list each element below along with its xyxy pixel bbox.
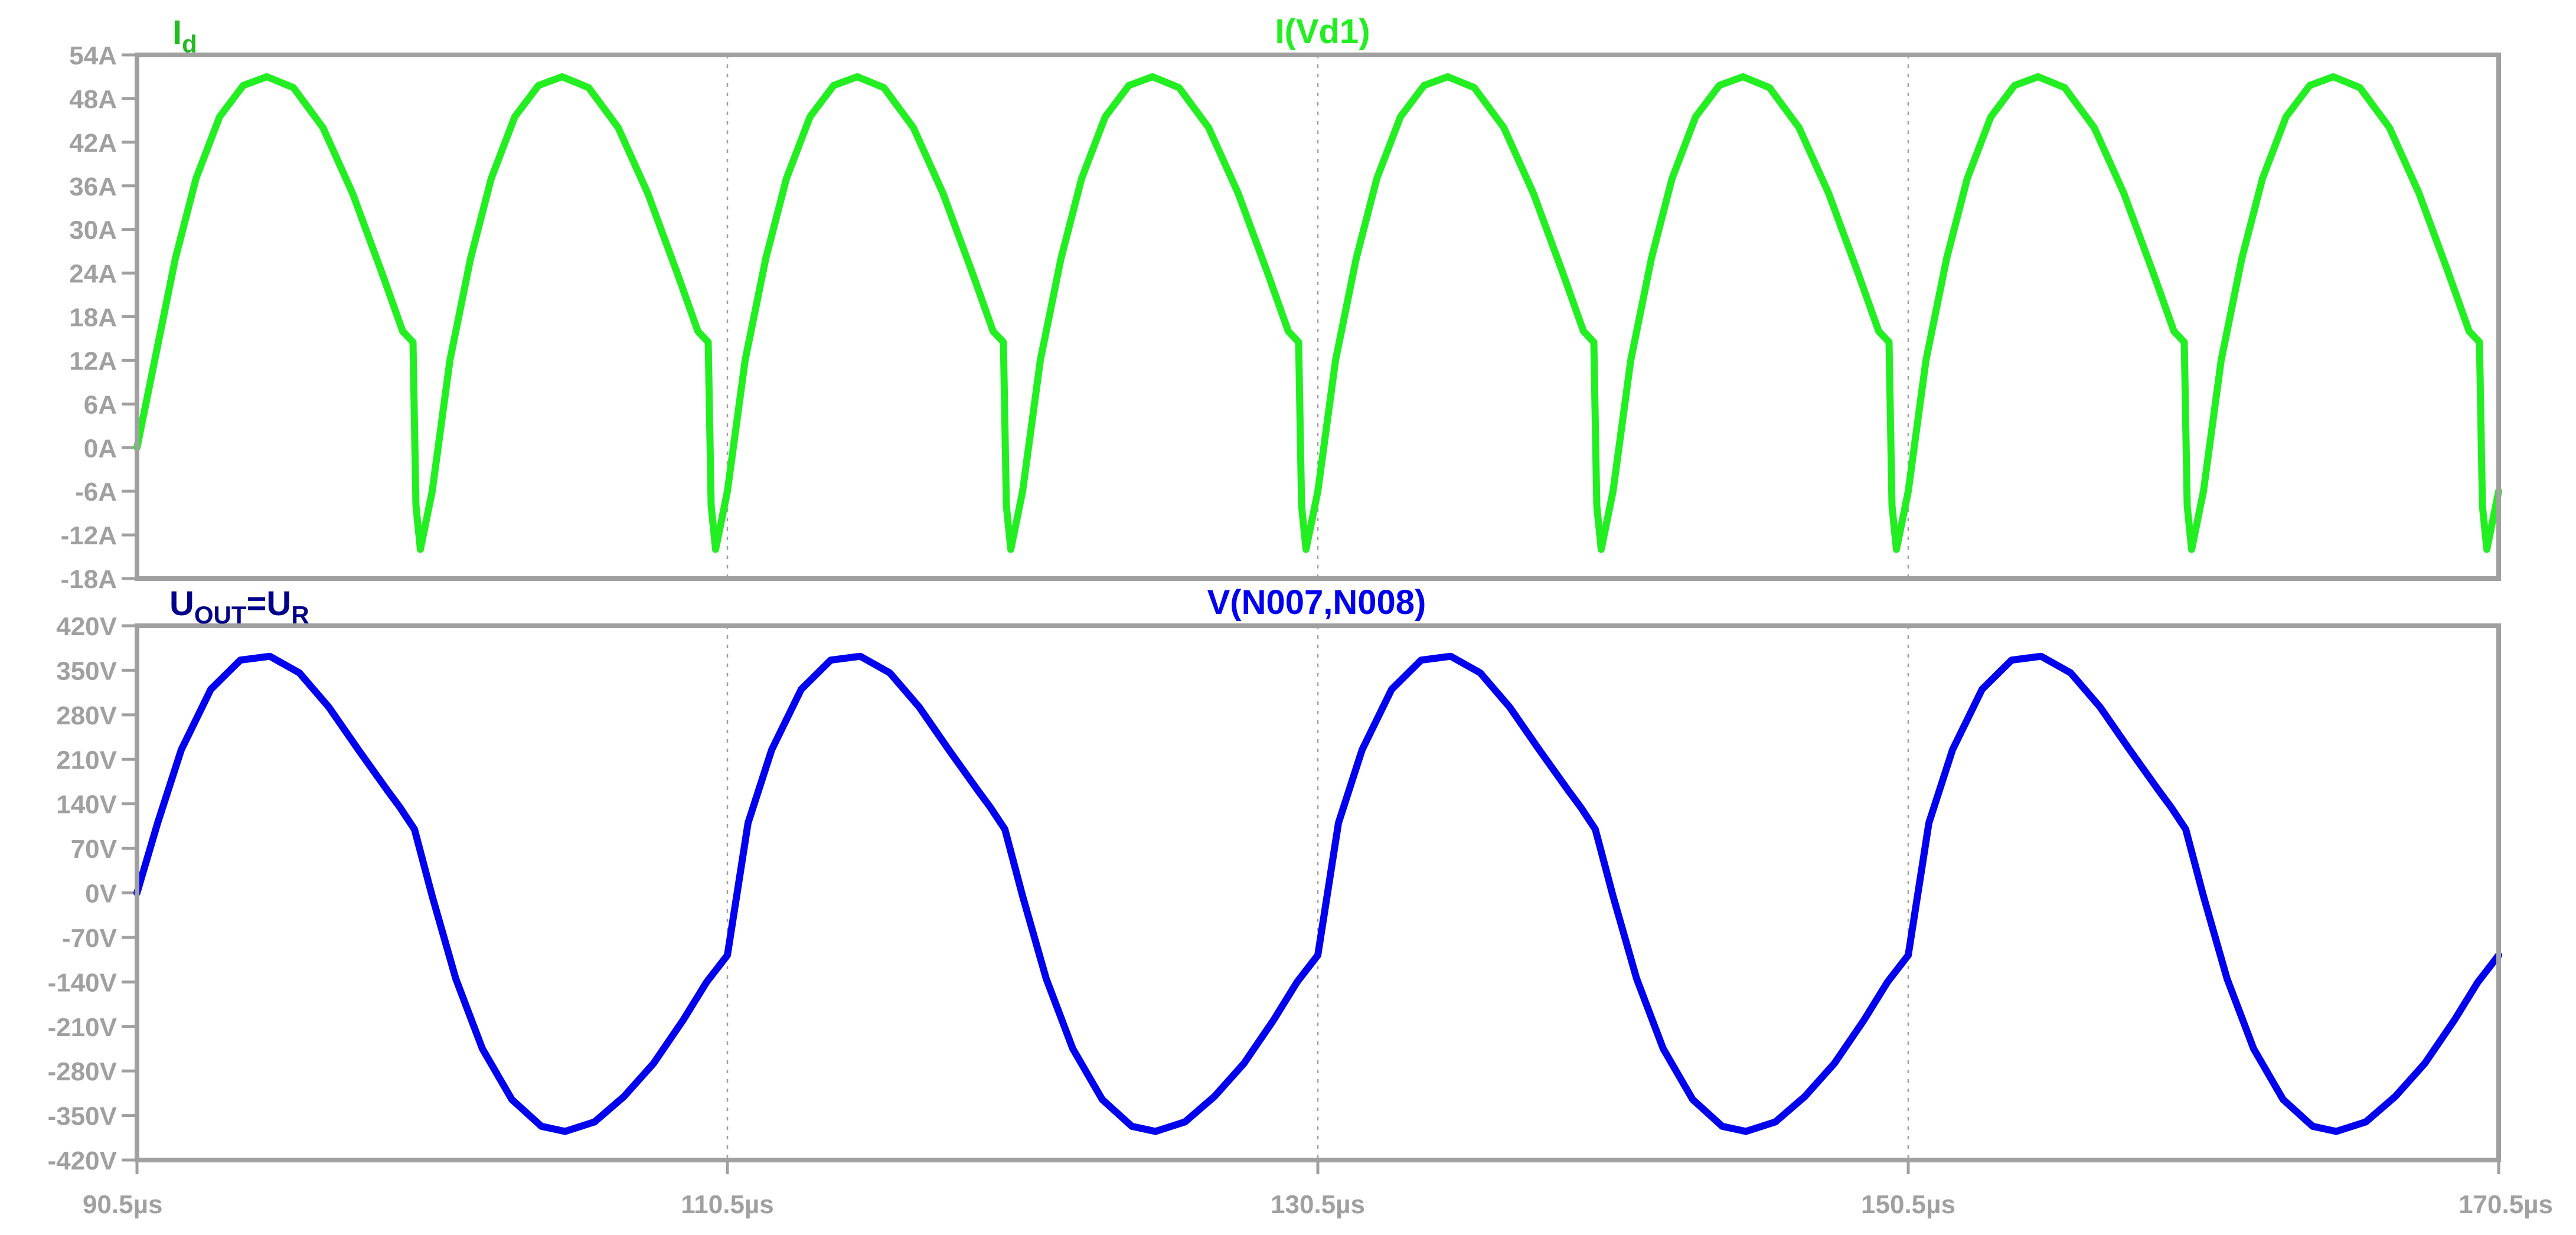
voltage-annotation-main: U (169, 584, 194, 623)
bottom-ytick-label-4: 140V (56, 790, 117, 819)
id-current-trace (133, 73, 2502, 553)
top-ytick-label-2: 42A (69, 129, 117, 158)
bottom-ytick-label-3: 210V (56, 746, 117, 775)
top-ytick-label-4: 30A (69, 216, 117, 245)
top-ytick-label-0: 54A (69, 41, 117, 70)
current-panel: 54A48A42A36A30A24A18A12A6A0A-6A-12A-18A … (61, 12, 2502, 594)
voltage-series-name: V(N007,N008) (1207, 583, 1426, 622)
top-ytick-label-7: 12A (69, 347, 117, 375)
top-ytick-label-10: -6A (75, 478, 117, 507)
bottom-ytick-label-6: 0V (85, 880, 117, 909)
current-annotation-sub: d (182, 30, 197, 58)
voltage-annotation-sub: OUT (194, 601, 247, 629)
top-ytick-label-12: -18A (61, 565, 117, 594)
top-ytick-label-9: 0A (84, 434, 117, 463)
bottom-ytick-label-8: -140V (48, 968, 117, 997)
bottom-ytick-label-9: -210V (48, 1013, 117, 1042)
xtick-label-3: 150.5µs (1861, 1190, 1955, 1219)
xtick-label-4: 170.5µs (2459, 1190, 2553, 1219)
bottom-ytick-label-12: -420V (48, 1146, 117, 1175)
xtick-label-0: 90.5µs (83, 1190, 162, 1219)
top-ytick-label-5: 24A (69, 260, 117, 289)
xtick-label-2: 130.5µs (1271, 1190, 1365, 1219)
current-annotation-main: I (172, 14, 182, 52)
bottom-ytick-label-7: -70V (62, 924, 117, 953)
bottom-ytick-label-1: 350V (56, 656, 117, 685)
bottom-ytick-label-10: -280V (48, 1057, 117, 1086)
top-ytick-label-8: 6A (84, 390, 117, 419)
top-ytick-label-3: 36A (69, 172, 117, 201)
current-annotation: Id (172, 14, 197, 58)
voltage-annotation: UOUT=UR (169, 584, 309, 629)
uout-voltage-trace (133, 652, 2502, 1135)
bottom-ytick-label-0: 420V (56, 612, 117, 641)
time-axis: 90.5µs 110.5µs 130.5µs 150.5µs 170.5µs (83, 1160, 2553, 1219)
voltage-annotation-rest: =U (247, 584, 292, 623)
current-panel-frame (135, 53, 2501, 581)
current-series-name: I(Vd1) (1275, 12, 1370, 51)
top-ytick-label-11: -12A (61, 521, 117, 550)
top-ytick-label-6: 18A (69, 303, 117, 332)
xtick-label-1: 110.5µs (681, 1190, 774, 1219)
voltage-panel: 420V 350V 280V 210V 140V 70V 0V -70V -140V -210V -… (48, 583, 2502, 1175)
top-ytick-label-1: 48A (69, 85, 117, 114)
bottom-ytick-label-2: 280V (56, 701, 117, 730)
bottom-ytick-label-5: 70V (71, 835, 117, 864)
bottom-ytick-label-11: -350V (48, 1102, 117, 1131)
voltage-annotation-sub2: R (291, 601, 309, 629)
